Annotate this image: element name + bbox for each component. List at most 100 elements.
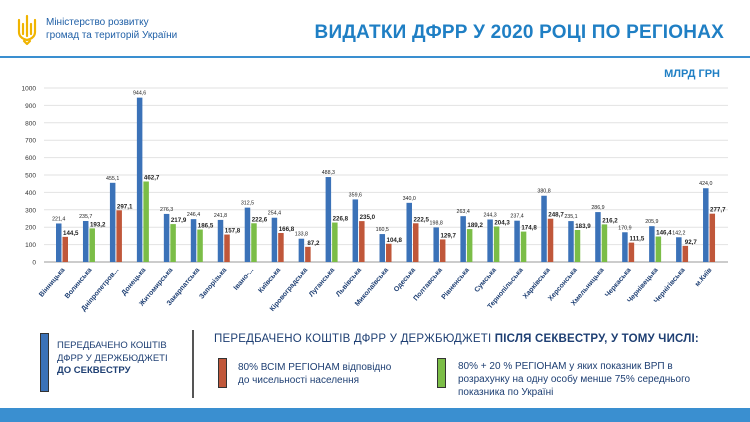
bar-label-before: 235,1 bbox=[564, 214, 577, 220]
bar-before-sequester bbox=[433, 227, 439, 262]
bar-label-after: 217,9 bbox=[171, 217, 187, 224]
after-title-plain: ПЕРЕДБАЧЕНО КОШТІВ ДФРР У ДЕРЖБЮДЖЕТІ bbox=[214, 333, 495, 345]
category-label: Київська bbox=[257, 267, 282, 295]
legend-before-line-2: ДФРР У ДЕРЖБЮДЖЕТІ bbox=[57, 352, 168, 364]
category-label: Харківська bbox=[521, 266, 552, 300]
bar-after-sequester bbox=[359, 221, 365, 262]
bar-before-sequester bbox=[244, 207, 251, 262]
bar-label-after: 216,2 bbox=[602, 217, 618, 224]
category-label: Івано-... bbox=[233, 267, 256, 292]
bar-after-sequester bbox=[305, 246, 311, 262]
bar-after-sequester bbox=[493, 226, 500, 262]
regional-bar-chart: 0 100 200 300 400 500 600 700 800 900 1000 221,4 144… bbox=[22, 86, 728, 313]
y-tick-label: 1000 bbox=[22, 86, 37, 93]
bar-before-sequester bbox=[514, 220, 520, 262]
y-tick-label: 100 bbox=[25, 242, 36, 249]
bar-label-after: 226,8 bbox=[333, 216, 349, 223]
bar-label-after: 193,2 bbox=[90, 221, 106, 228]
org-line-1: Міністерство розвитку bbox=[46, 17, 149, 28]
category-label: Волинська bbox=[64, 267, 94, 300]
y-tick-label: 900 bbox=[25, 103, 36, 110]
bar-after-sequester bbox=[143, 181, 149, 262]
bar-after-sequester bbox=[224, 234, 230, 262]
bar-after-sequester bbox=[655, 236, 662, 262]
bar-label-before: 235,7 bbox=[79, 214, 92, 220]
category-label: Луганська bbox=[308, 267, 336, 299]
bar-before-sequester bbox=[82, 220, 89, 262]
bar-after-sequester bbox=[116, 210, 122, 262]
bar-label-before: 237,4 bbox=[510, 214, 523, 220]
bar-label-after: 222,6 bbox=[252, 216, 268, 223]
bar-after-sequester bbox=[601, 224, 608, 262]
legend-green-line-1: 80% + 20 % РЕГІОНАМ у яких показник ВРП … bbox=[458, 361, 673, 372]
legend-before-sequester: ПЕРЕДБАЧЕНО КОШТІВ ДФРР У ДЕРЖБЮДЖЕТІ ДО… bbox=[57, 340, 168, 378]
bar-label-after: 462,7 bbox=[144, 174, 160, 181]
bar-label-before: 263,4 bbox=[457, 209, 470, 215]
legend-swatch-blue bbox=[40, 333, 49, 392]
bar-before-sequester bbox=[379, 234, 386, 262]
bar-after-sequester bbox=[197, 229, 203, 262]
bar-after-sequester bbox=[251, 223, 257, 262]
bar-label-after: 222,5 bbox=[413, 216, 429, 223]
bar-after-sequester bbox=[574, 230, 581, 262]
bar-label-before: 205,9 bbox=[645, 219, 658, 225]
legend-before-line-3: ДО СЕКВЕСТРУ bbox=[57, 365, 131, 376]
bar-before-sequester bbox=[190, 219, 197, 262]
bar-label-before: 142,2 bbox=[672, 230, 685, 236]
bar-before-sequester bbox=[676, 237, 682, 262]
unit-label: МЛРД ГРН bbox=[664, 68, 720, 80]
legend-divider bbox=[192, 330, 194, 398]
bar-label-before: 221,4 bbox=[52, 216, 65, 222]
bar-label-after: 92,7 bbox=[685, 239, 698, 246]
bar-after-sequester bbox=[412, 223, 419, 262]
bar-after-sequester bbox=[682, 245, 689, 262]
bar-label-before: 359,6 bbox=[349, 192, 362, 198]
bar-after-sequester bbox=[386, 243, 392, 262]
footer-bar bbox=[0, 408, 750, 422]
bar-after-sequester bbox=[628, 242, 635, 262]
bar-label-before: 455,1 bbox=[106, 176, 119, 182]
bar-label-after: 87,2 bbox=[307, 240, 320, 247]
bar-before-sequester bbox=[703, 188, 709, 262]
bar-label-before: 424,0 bbox=[699, 181, 712, 187]
bar-label-before: 246,4 bbox=[187, 212, 200, 218]
header: Міністерство розвитку громад та територі… bbox=[0, 0, 750, 56]
bar-label-after: 144,5 bbox=[63, 230, 79, 237]
y-tick-label: 500 bbox=[25, 173, 36, 180]
bar-before-sequester bbox=[217, 219, 224, 262]
y-tick-label: 600 bbox=[25, 155, 36, 162]
y-tick-label: 400 bbox=[25, 190, 36, 197]
bar-label-before: 133,8 bbox=[295, 232, 308, 238]
bar-before-sequester bbox=[406, 202, 412, 262]
category-label: Черкаська bbox=[604, 267, 633, 299]
bar-label-after: 166,8 bbox=[279, 226, 295, 233]
bar-before-sequester bbox=[163, 213, 170, 262]
bar-label-before: 170,9 bbox=[618, 225, 631, 231]
bar-after-sequester bbox=[709, 213, 716, 262]
category-label: Запорізька bbox=[198, 266, 229, 300]
bar-before-sequester bbox=[109, 182, 116, 262]
bar-label-after: 204,3 bbox=[494, 219, 510, 226]
category-label: Донецька bbox=[121, 267, 148, 297]
bar-label-before: 254,4 bbox=[268, 211, 281, 217]
bar-after-sequester bbox=[278, 232, 284, 262]
bar-label-before: 160,5 bbox=[376, 227, 389, 233]
bar-after-sequester bbox=[520, 231, 527, 262]
bar-label-before: 340,0 bbox=[403, 196, 416, 202]
y-tick-label: 0 bbox=[32, 260, 36, 267]
bar-before-sequester bbox=[649, 226, 655, 262]
bar-label-after: 189,2 bbox=[467, 222, 483, 229]
bar-after-sequester bbox=[466, 229, 473, 262]
bar-after-sequester bbox=[89, 228, 95, 262]
bar-before-sequester bbox=[568, 221, 574, 262]
bar-before-sequester bbox=[56, 223, 62, 262]
bar-label-before: 488,3 bbox=[322, 170, 335, 176]
bar-label-after: 111,5 bbox=[630, 236, 645, 243]
bar-before-sequester bbox=[352, 199, 359, 262]
page-title: ВИДАТКИ ДФРР У 2020 РОЦІ ПО РЕГІОНАХ bbox=[314, 22, 724, 43]
legend-green-line-3: показника по Україні bbox=[458, 387, 554, 398]
bar-label-before: 241,8 bbox=[214, 213, 227, 219]
bar-before-sequester bbox=[622, 232, 628, 262]
bar-label-before: 276,3 bbox=[160, 207, 173, 213]
bar-before-sequester bbox=[487, 219, 493, 262]
